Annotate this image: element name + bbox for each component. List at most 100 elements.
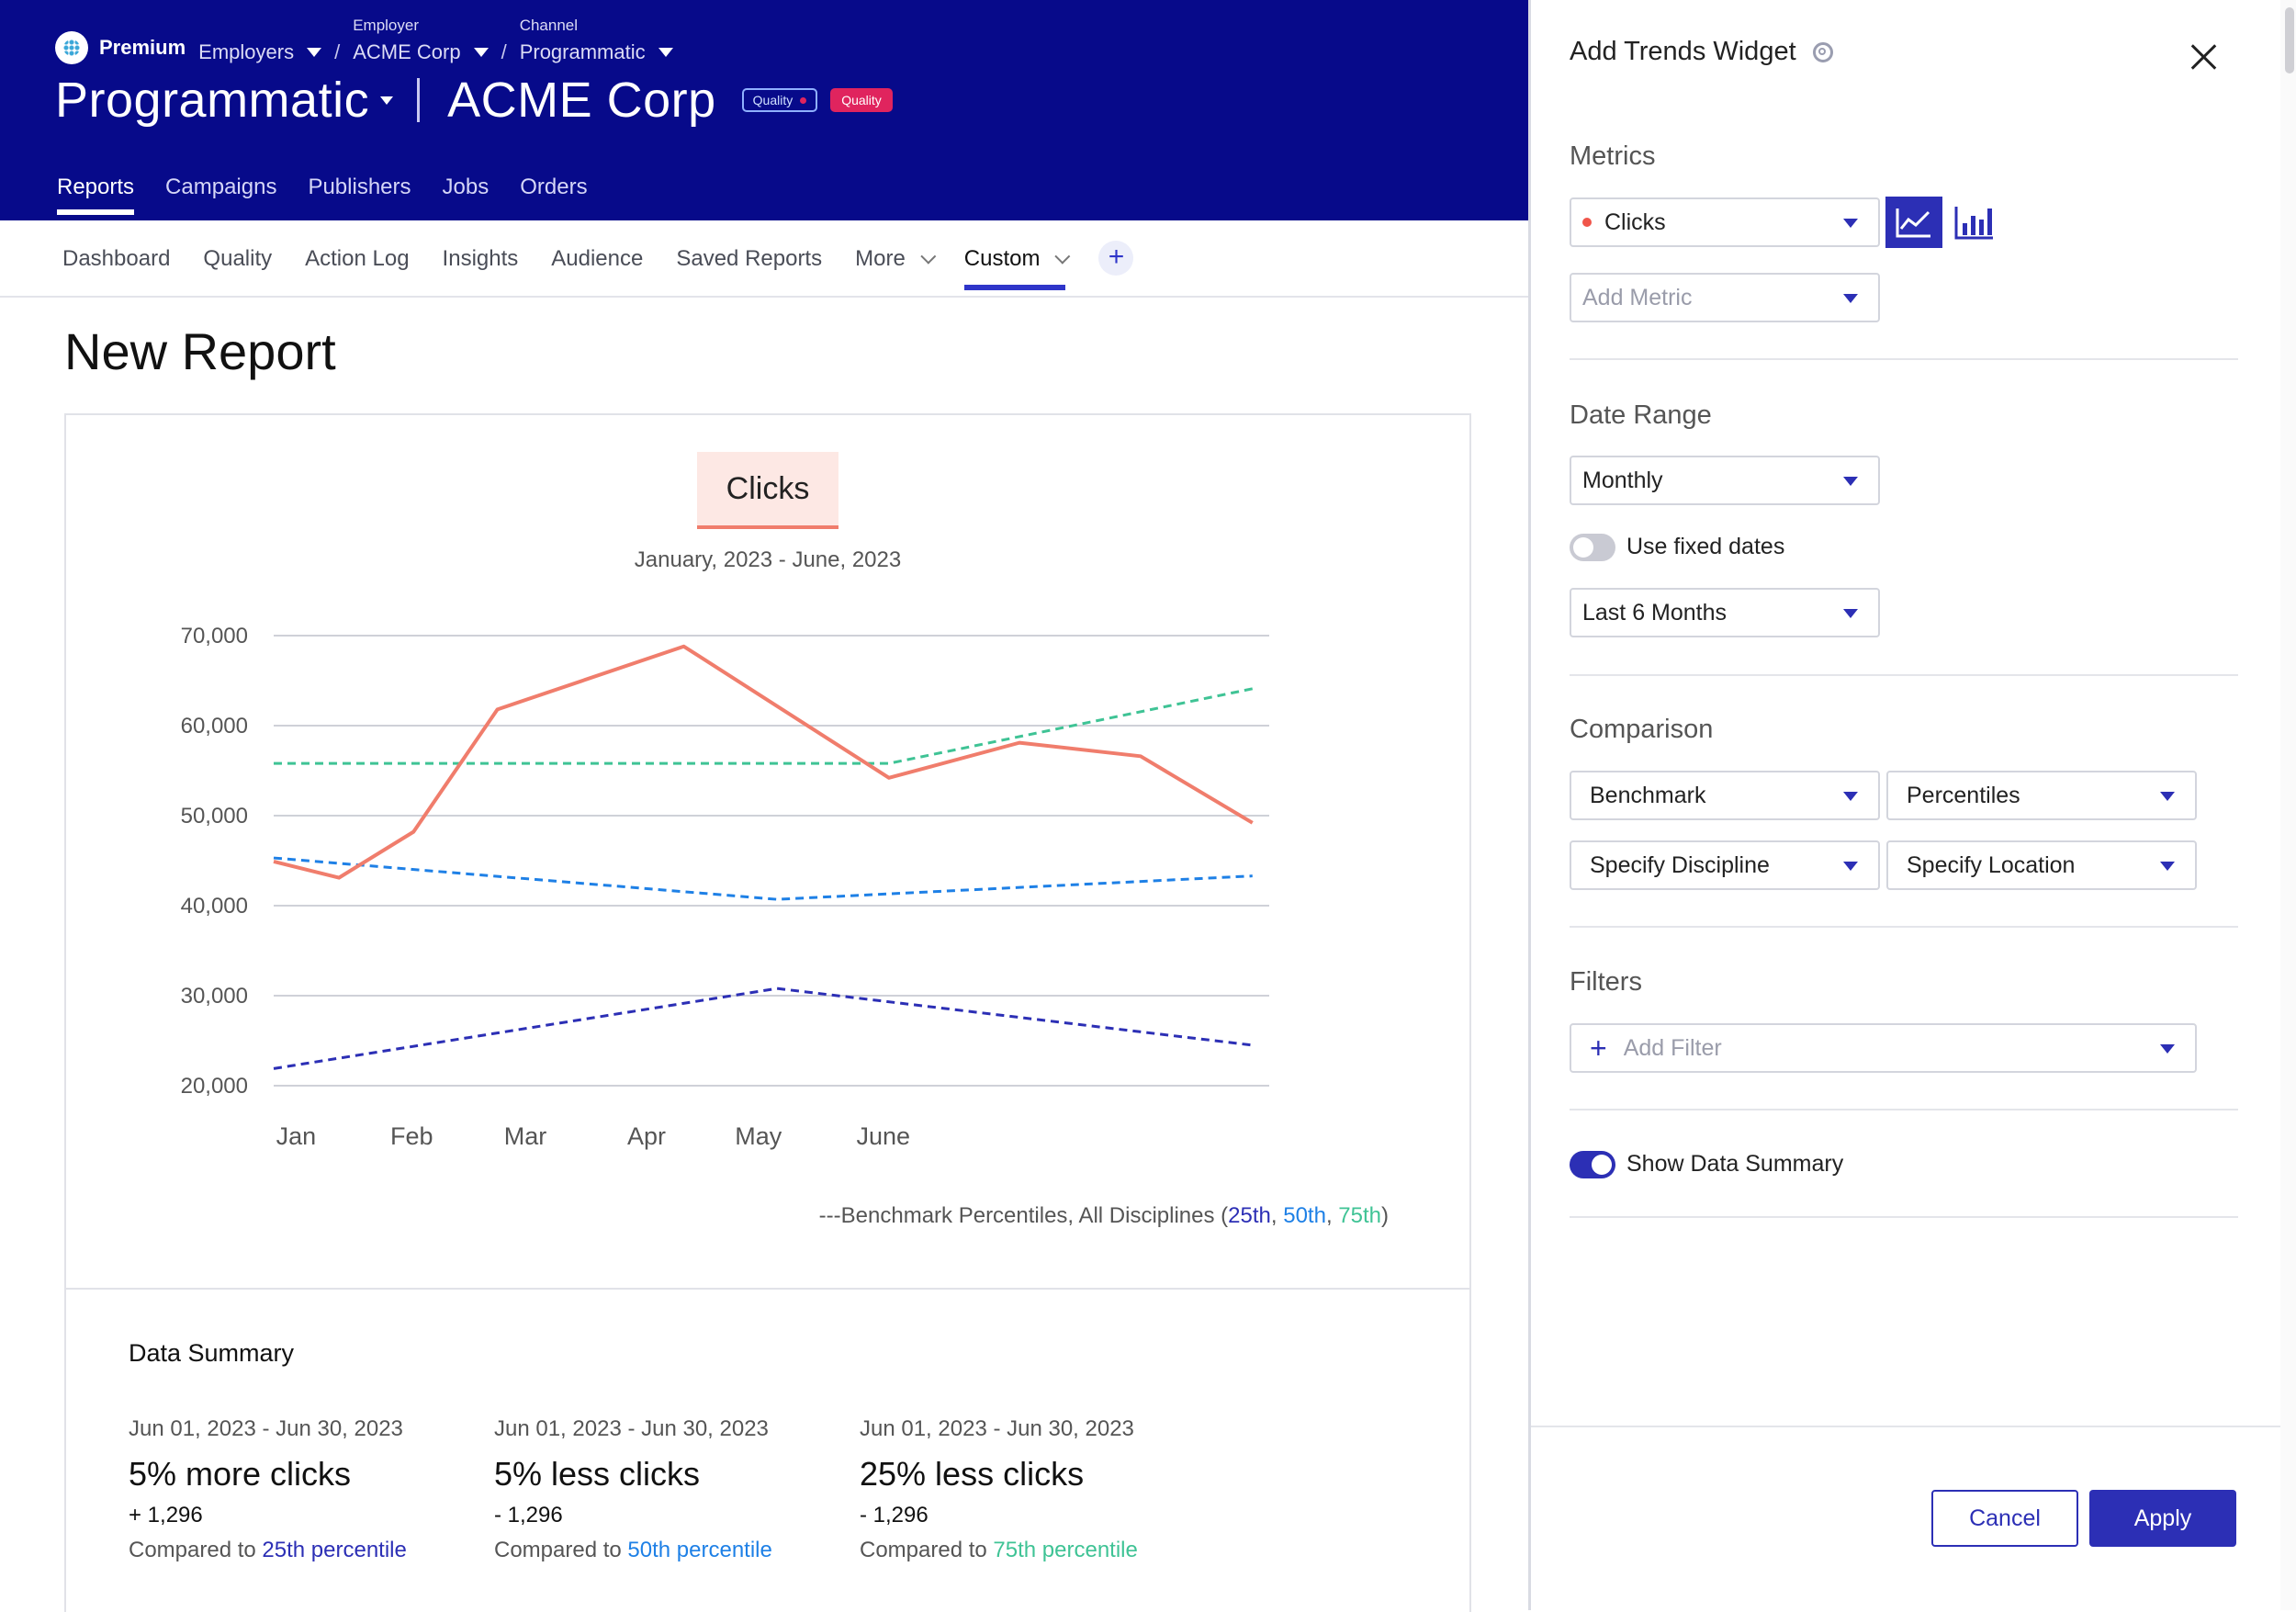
summary-delta: - 1,296 bbox=[494, 1503, 563, 1527]
bar-chart-toggle[interactable] bbox=[1946, 197, 2003, 248]
cancel-button[interactable]: Cancel bbox=[1931, 1490, 2078, 1547]
trend-chart: 20,000 30,000 40,000 50,000 60,000 70,000 Jan F… bbox=[181, 624, 1269, 1150]
tab-action-log-label: Action Log bbox=[305, 246, 410, 271]
header-title-row: Programmatic ACME Corp Quality Quality bbox=[55, 72, 893, 129]
legend-dash-icon: --- bbox=[818, 1203, 841, 1228]
scrollbar-thumb[interactable] bbox=[2285, 7, 2294, 73]
summary-compare-label: Compared to bbox=[860, 1538, 994, 1562]
apply-button[interactable]: Apply bbox=[2089, 1490, 2236, 1547]
quality-badge-outline: Quality bbox=[741, 88, 818, 112]
relative-range-value: Last 6 Months bbox=[1582, 599, 1728, 626]
comparison-type-select[interactable]: Benchmark bbox=[1570, 771, 1880, 820]
summary-percentile-link[interactable]: 25th percentile bbox=[262, 1538, 407, 1562]
add-filter-select[interactable]: + Add Filter bbox=[1570, 1023, 2197, 1073]
channel-title[interactable]: Programmatic bbox=[55, 73, 370, 128]
add-metric-placeholder: Add Metric bbox=[1582, 284, 1693, 310]
section-divider bbox=[1570, 926, 2238, 928]
tab-insights[interactable]: Insights bbox=[443, 246, 519, 290]
main-nav-reports[interactable]: Reports bbox=[57, 175, 135, 215]
chevron-down-icon bbox=[1054, 248, 1071, 265]
comparison-mode-value: Percentiles bbox=[1907, 782, 2020, 808]
tab-quality[interactable]: Quality bbox=[203, 246, 272, 290]
x-tick-label: Feb bbox=[390, 1122, 433, 1150]
toggle-knob bbox=[1592, 1155, 1612, 1175]
tab-quality-label: Quality bbox=[203, 246, 273, 271]
panel-scrollbar[interactable] bbox=[2280, 0, 2296, 1610]
discipline-value: Specify Discipline bbox=[1590, 851, 1770, 878]
title-divider bbox=[417, 78, 421, 122]
legend-75th: 75th bbox=[1338, 1203, 1381, 1228]
add-metric-select[interactable]: Add Metric bbox=[1570, 273, 1880, 322]
summary-compare: Compared to 75th percentile bbox=[860, 1538, 1209, 1563]
breadcrumb-employer[interactable]: Employer ACME Corp bbox=[353, 17, 489, 64]
caret-down-icon bbox=[2160, 792, 2175, 801]
main-nav-jobs[interactable]: Jobs bbox=[442, 175, 490, 199]
legend-suffix: ) bbox=[1381, 1203, 1389, 1228]
brand[interactable]: Premium bbox=[55, 31, 186, 64]
caret-down-icon bbox=[473, 48, 489, 57]
caret-down-icon bbox=[307, 48, 322, 57]
breadcrumb: Premium Employers / Employer ACME Corp /… bbox=[55, 9, 673, 64]
tab-saved-reports[interactable]: Saved Reports bbox=[676, 246, 822, 290]
gear-icon[interactable] bbox=[1812, 41, 1833, 62]
show-summary-toggle[interactable] bbox=[1570, 1151, 1615, 1178]
summary-divider bbox=[66, 1288, 1469, 1290]
line-chart-toggle[interactable] bbox=[1885, 197, 1942, 248]
tab-action-log[interactable]: Action Log bbox=[305, 246, 409, 290]
breadcrumb-employer-caption: Employer bbox=[353, 17, 420, 34]
add-trends-widget-panel: Add Trends Widget Metrics Clicks Add Met… bbox=[1528, 0, 2296, 1610]
relative-range-select[interactable]: Last 6 Months bbox=[1570, 588, 1880, 637]
x-tick-label: June bbox=[857, 1122, 911, 1150]
summary-percentile-link[interactable]: 75th percentile bbox=[993, 1538, 1138, 1562]
breadcrumb-employers[interactable]: Employers bbox=[198, 40, 322, 64]
tab-insights-label: Insights bbox=[442, 246, 519, 271]
summary-percentile-link[interactable]: 50th percentile bbox=[627, 1538, 772, 1562]
breadcrumb-employers-label: Employers bbox=[198, 40, 295, 63]
brand-label: Premium bbox=[99, 36, 186, 59]
quality-badge-outline-label: Quality bbox=[752, 93, 793, 107]
summary-compare: Compared to 50th percentile bbox=[494, 1538, 843, 1563]
series-line-clicks bbox=[273, 644, 1254, 880]
discipline-select[interactable]: Specify Discipline bbox=[1570, 840, 1880, 890]
comparison-mode-select[interactable]: Percentiles bbox=[1886, 771, 2197, 820]
caret-down-icon bbox=[2160, 862, 2175, 871]
breadcrumb-channel-caption: Channel bbox=[519, 17, 579, 34]
section-divider bbox=[1570, 1216, 2238, 1218]
close-icon[interactable] bbox=[2185, 39, 2222, 75]
summary-delta: + 1,296 bbox=[129, 1503, 203, 1527]
location-select[interactable]: Specify Location bbox=[1886, 840, 2197, 890]
panel-title-label: Add Trends Widget bbox=[1570, 37, 1796, 66]
breadcrumb-separator: / bbox=[334, 40, 341, 63]
metric-select[interactable]: Clicks bbox=[1570, 197, 1880, 247]
caret-down-icon bbox=[1843, 609, 1858, 618]
main-nav-orders[interactable]: Orders bbox=[520, 175, 588, 199]
tab-custom[interactable]: Custom bbox=[963, 246, 1071, 290]
tab-more[interactable]: More bbox=[855, 246, 937, 290]
summary-item: Jun 01, 2023 - Jun 30, 2023 5% less clic… bbox=[494, 1416, 843, 1563]
tab-custom-label: Custom bbox=[963, 246, 1041, 271]
summary-headline: 5% more clicks bbox=[129, 1455, 352, 1493]
channel-dropdown-icon[interactable] bbox=[380, 96, 394, 105]
summary-item: Jun 01, 2023 - Jun 30, 2023 25% less cli… bbox=[860, 1416, 1209, 1563]
date-range-label: Date Range bbox=[1570, 400, 1712, 430]
main-nav: Reports Campaigns Publishers Jobs Orders bbox=[57, 175, 588, 215]
tab-more-label: More bbox=[855, 246, 906, 271]
add-tab-button[interactable]: + bbox=[1098, 241, 1134, 276]
caret-down-icon bbox=[2160, 1044, 2175, 1054]
y-tick-label: 60,000 bbox=[181, 714, 248, 738]
fixed-dates-toggle[interactable] bbox=[1570, 534, 1615, 561]
show-summary-label: Show Data Summary bbox=[1626, 1151, 1844, 1177]
plus-icon: + bbox=[1590, 1031, 1607, 1065]
granularity-select[interactable]: Monthly bbox=[1570, 456, 1880, 505]
granularity-value: Monthly bbox=[1582, 467, 1663, 493]
main-nav-campaigns[interactable]: Campaigns bbox=[165, 175, 277, 199]
chevron-down-icon bbox=[920, 248, 937, 265]
toggle-knob bbox=[1573, 537, 1593, 558]
metric-select-value: Clicks bbox=[1604, 209, 1666, 235]
caret-down-icon bbox=[1843, 792, 1858, 801]
tab-dashboard[interactable]: Dashboard bbox=[62, 246, 170, 290]
tab-audience[interactable]: Audience bbox=[551, 246, 643, 290]
tab-audience-label: Audience bbox=[551, 246, 644, 271]
breadcrumb-channel[interactable]: Channel Programmatic bbox=[520, 17, 673, 64]
main-nav-publishers[interactable]: Publishers bbox=[308, 175, 411, 199]
